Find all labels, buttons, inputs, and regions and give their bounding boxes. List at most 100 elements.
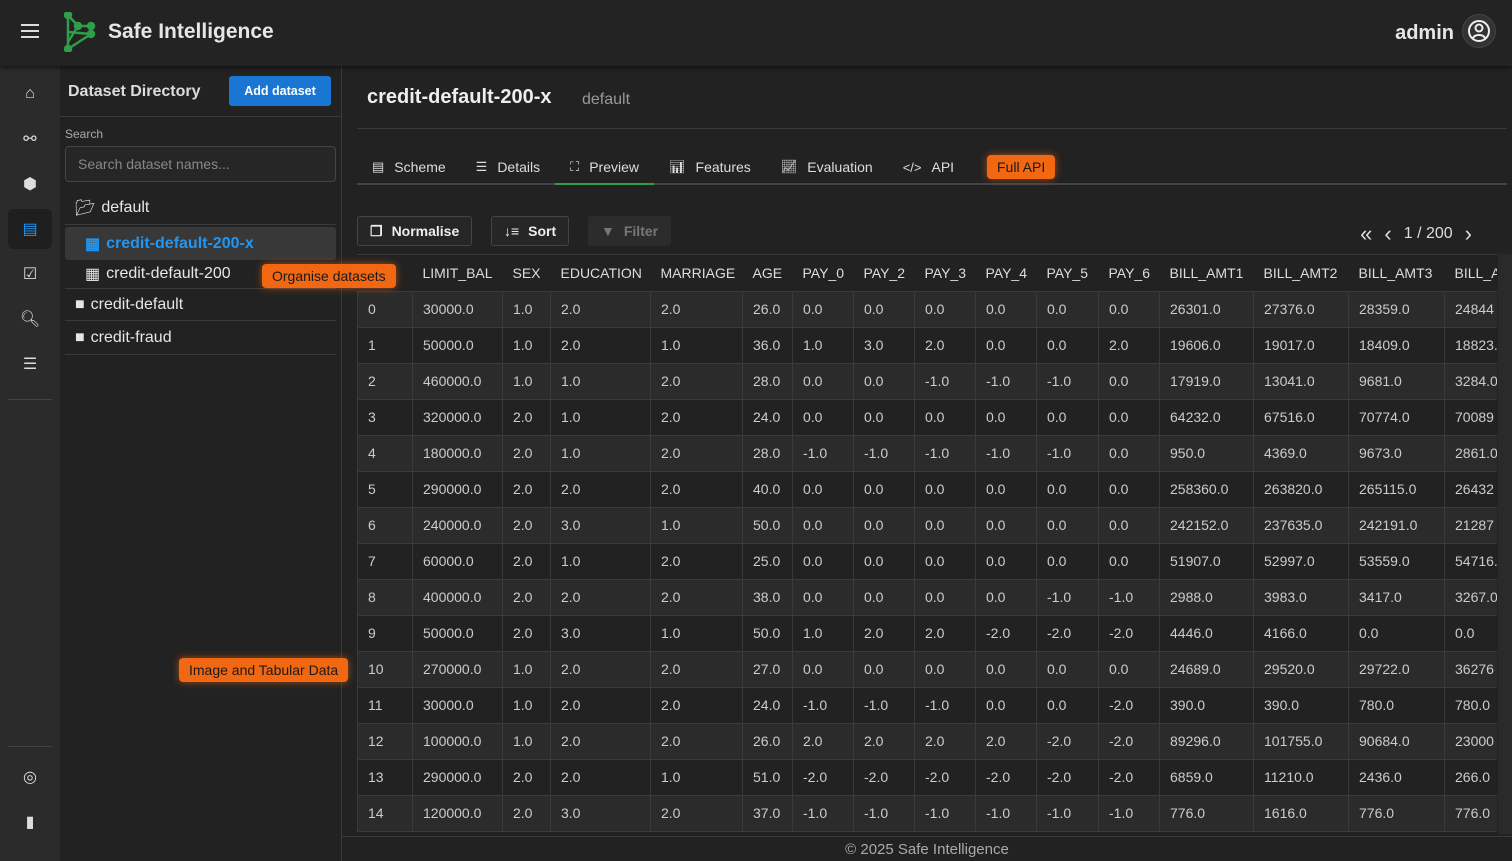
column-header[interactable]: PAY_3 bbox=[924, 264, 967, 281]
table-cell: 290000.0 bbox=[412, 758, 503, 796]
table-cell: 0.0 bbox=[914, 470, 976, 508]
column-header[interactable]: PAY_5 bbox=[1046, 264, 1089, 281]
column-header[interactable]: SEX bbox=[512, 264, 541, 281]
column-header[interactable]: MARRIAGE bbox=[660, 264, 736, 281]
table-icon[interactable]: ▤ bbox=[8, 209, 52, 249]
table-cell: 1.0 bbox=[502, 722, 551, 760]
table-cell: -1.0 bbox=[1036, 794, 1099, 832]
table-cell: 60000.0 bbox=[412, 542, 503, 580]
normalise-button[interactable]: ❐ Normalise bbox=[357, 216, 473, 246]
table-icon: ▦ bbox=[85, 265, 101, 283]
table-cell: 0.0 bbox=[853, 578, 915, 616]
table-row: 3 320000.0 2.0 1.0 2.0 24.0 0.0 0.0 0.0 0.0 0.0 0.0… bbox=[357, 398, 1497, 436]
column-header[interactable]: BILL_AMT3 bbox=[1358, 264, 1433, 281]
table-cell: 0.0 bbox=[1036, 290, 1099, 328]
column-header[interactable]: EDUCATION bbox=[560, 264, 642, 281]
tree-folder-credit-fraud[interactable]: ■ credit-fraud bbox=[65, 322, 336, 355]
table-cell: 0.0 bbox=[792, 578, 854, 616]
tab-details[interactable]: ☰ Details bbox=[461, 151, 555, 183]
column-header[interactable]: PAY_6 bbox=[1108, 264, 1151, 281]
column-header[interactable]: BILL_AMT1 bbox=[1169, 264, 1244, 281]
column-header[interactable]: AGE bbox=[752, 264, 783, 281]
tab-features[interactable]: 📊︎ Features bbox=[654, 151, 766, 183]
tab-api[interactable]: </> API bbox=[888, 151, 960, 183]
table-cell: 23000 bbox=[1444, 722, 1497, 760]
table-cell: 1.0 bbox=[502, 686, 551, 724]
table-row: 14 120000.0 2.0 3.0 2.0 37.0 -1.0 -1.0 -1.0 -1.0-… bbox=[357, 794, 1497, 832]
column-header[interactable]: PAY_0 bbox=[802, 264, 845, 281]
fingerprint-icon[interactable]: ◎ bbox=[23, 769, 37, 786]
next-page-icon[interactable]: › bbox=[1464, 221, 1472, 246]
check-square-icon[interactable]: ☑ bbox=[22, 266, 38, 283]
table-cell: 2.0 bbox=[650, 542, 743, 580]
folder-icon: ■ bbox=[75, 295, 85, 313]
prev-page-icon[interactable]: ‹ bbox=[1384, 221, 1392, 246]
network-icon[interactable]: ⚯ bbox=[23, 131, 37, 148]
divider bbox=[8, 399, 52, 400]
table-cell: 19017.0 bbox=[1253, 326, 1349, 364]
table-cell: 1.0 bbox=[650, 326, 743, 364]
table-cell: 950.0 bbox=[1159, 434, 1254, 472]
table-cell: 390.0 bbox=[1159, 686, 1254, 724]
table-cell: 1 bbox=[357, 326, 413, 364]
table-cell: 2.0 bbox=[502, 758, 551, 796]
tab-scheme[interactable]: ▤ Scheme bbox=[357, 151, 461, 183]
table-cell: 24689.0 bbox=[1159, 650, 1254, 688]
table-cell: 4166.0 bbox=[1253, 614, 1349, 652]
filter-button[interactable]: ▼ Filter bbox=[588, 216, 672, 246]
table-cell: 460000.0 bbox=[412, 362, 503, 400]
table-cell: 0.0 bbox=[853, 470, 915, 508]
table-row: 8 400000.0 2.0 2.0 2.0 38.0 0.0 0.0 0.0 0.0 -1.0 -1… bbox=[357, 578, 1497, 616]
tab-label: Evaluation bbox=[807, 159, 873, 175]
tree-folder-default[interactable]: 📂︎ default bbox=[65, 192, 336, 225]
column-header[interactable]: BILL_A bbox=[1454, 264, 1498, 281]
sort-button[interactable]: ↓≡ Sort bbox=[491, 216, 570, 246]
table-cell: 0.0 bbox=[1036, 326, 1099, 364]
server-icon[interactable]: ☰ bbox=[22, 356, 38, 373]
menu-icon[interactable] bbox=[21, 24, 39, 38]
table-cell: 1.0 bbox=[502, 650, 551, 688]
table-cell: 265115.0 bbox=[1348, 470, 1445, 508]
add-dataset-button[interactable]: Add dataset bbox=[229, 76, 331, 106]
user-avatar-icon[interactable] bbox=[1462, 14, 1496, 48]
tree-folder-credit-default[interactable]: ■ credit-default bbox=[65, 288, 336, 321]
table-cell: 50.0 bbox=[742, 614, 793, 652]
zoom-icon[interactable]: 🔍︎ bbox=[19, 311, 41, 328]
home-icon[interactable]: ⌂ bbox=[25, 85, 35, 102]
tab-preview[interactable]: ⛶ Preview bbox=[555, 151, 655, 185]
data-table-container[interactable]: LIMIT_BAL SEX EDUCATION MARRIAGE AGE PAY_0 PAY… bbox=[357, 254, 1497, 836]
table-cell: 18409.0 bbox=[1348, 326, 1445, 364]
table-cell: 2.0 bbox=[550, 326, 651, 364]
table-cell: 2.0 bbox=[650, 470, 743, 508]
tree-dataset-credit-default-200[interactable]: ▦ credit-default-200 bbox=[65, 257, 336, 290]
column-header[interactable]: PAY_2 bbox=[863, 264, 906, 281]
sort-icon: ↓≡ bbox=[504, 223, 520, 239]
table-cell: 1.0 bbox=[502, 362, 551, 400]
table-cell: 2436.0 bbox=[1348, 758, 1445, 796]
column-header[interactable]: BILL_AMT2 bbox=[1263, 264, 1338, 281]
divider bbox=[8, 746, 52, 747]
table-cell: 0.0 bbox=[1036, 686, 1099, 724]
first-page-icon[interactable]: « bbox=[1360, 221, 1373, 246]
column-header[interactable]: LIMIT_BAL bbox=[422, 264, 493, 281]
cubes-icon[interactable]: ⬢ bbox=[23, 176, 37, 193]
tree-dataset-credit-default-200-x[interactable]: ▦ credit-default-200-x bbox=[65, 227, 336, 260]
table-cell: 2.0 bbox=[650, 290, 743, 328]
table-cell: 3 bbox=[357, 398, 413, 436]
table-cell: 0.0 bbox=[853, 290, 915, 328]
table-cell: 37.0 bbox=[742, 794, 793, 832]
scrollbar[interactable] bbox=[1498, 254, 1512, 834]
table-cell: 51.0 bbox=[742, 758, 793, 796]
table-cell: 0.0 bbox=[1098, 434, 1160, 472]
search-input[interactable] bbox=[65, 146, 336, 182]
column-header[interactable]: PAY_4 bbox=[985, 264, 1028, 281]
table-cell: 101755.0 bbox=[1253, 722, 1349, 760]
table-cell: 3267.0 bbox=[1444, 578, 1497, 616]
tab-evaluation[interactable]: 📈︎ Evaluation bbox=[766, 151, 888, 183]
table-cell: 0.0 bbox=[792, 542, 854, 580]
table-cell: 0.0 bbox=[1098, 362, 1160, 400]
table-cell: -1.0 bbox=[853, 686, 915, 724]
table-row: 2 460000.0 1.0 1.0 2.0 28.0 0.0 0.0 -1.0 -1.0 -1.0… bbox=[357, 362, 1497, 400]
table-cell: 0.0 bbox=[1098, 506, 1160, 544]
book-icon[interactable]: ▮ bbox=[25, 814, 35, 831]
